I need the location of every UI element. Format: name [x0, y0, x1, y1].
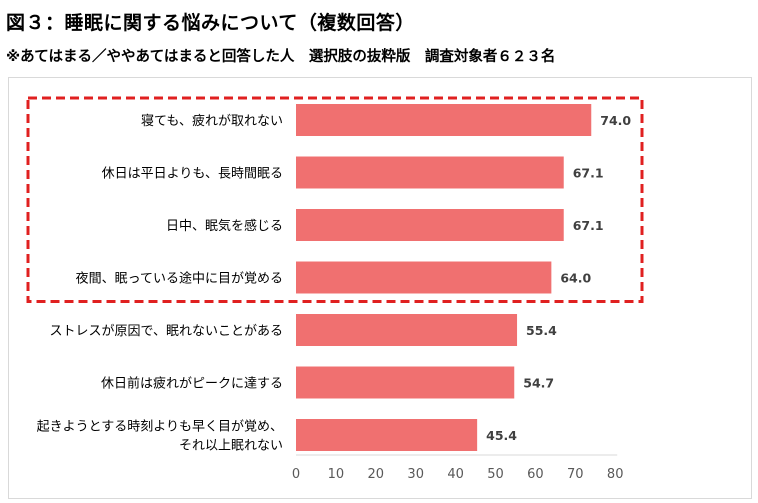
category-label: 日中、眠気を感じる: [166, 218, 283, 234]
data-label: 74.0: [600, 113, 631, 128]
bar: [296, 314, 518, 346]
x-tick-label: 30: [407, 467, 424, 482]
category-label: 休日前は疲れがピークに達する: [101, 376, 283, 392]
x-tick-label: 50: [487, 467, 504, 482]
data-label: 45.4: [486, 428, 517, 443]
bar: [296, 419, 478, 451]
highlight-box: [26, 96, 644, 303]
bar: [296, 156, 564, 189]
chart-subtitle: ※あてはまる／ややあてはまると回答した人 選択肢の抜粋版 調査対象者６２３名: [6, 49, 556, 65]
data-label: 67.1: [573, 218, 604, 233]
data-label: 54.7: [523, 376, 554, 391]
chart-title: 図３：睡眠に関する悩みについて（複数回答）: [6, 12, 415, 34]
data-label: 64.0: [560, 271, 591, 286]
x-tick-label: 80: [607, 467, 624, 482]
category-label: ストレスが原因で、眠れないことがある: [50, 324, 283, 339]
bar: [296, 104, 592, 136]
bar: [296, 366, 515, 399]
plot-frame: [8, 77, 752, 499]
data-label: 55.4: [526, 323, 557, 338]
category-label: 夜間、眠っている途中に目が覚める: [76, 271, 283, 287]
data-label: 67.1: [573, 166, 604, 181]
x-tick-label: 20: [368, 467, 385, 482]
x-tick-label: 10: [328, 467, 345, 482]
category-label: 休日は平日よりも、長時間眠る: [102, 167, 283, 182]
bar: [296, 261, 552, 294]
x-tick-label: 70: [567, 467, 584, 482]
category-label: 寝ても、疲れが取れない: [141, 113, 283, 129]
bar: [296, 209, 564, 241]
x-tick-label: 0: [292, 467, 300, 482]
x-tick-label: 40: [447, 467, 464, 482]
category-label: 起きようとする時刻よりも早く目が覚め、: [37, 420, 283, 435]
category-label: それ以上眠れない: [179, 439, 283, 454]
x-tick-label: 60: [527, 467, 544, 482]
